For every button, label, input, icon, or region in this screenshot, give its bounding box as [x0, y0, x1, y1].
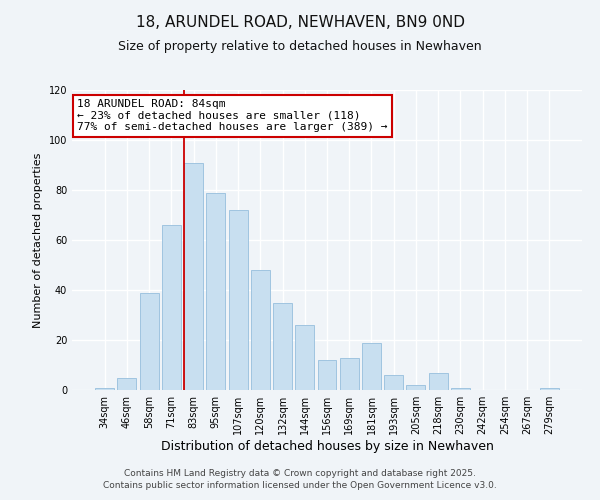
Text: Contains HM Land Registry data © Crown copyright and database right 2025.
Contai: Contains HM Land Registry data © Crown c…: [103, 468, 497, 490]
Bar: [251, 270, 270, 390]
Text: 18 ARUNDEL ROAD: 84sqm
← 23% of detached houses are smaller (118)
77% of semi-de: 18 ARUNDEL ROAD: 84sqm ← 23% of detached…: [77, 99, 388, 132]
Bar: [362, 342, 381, 390]
Bar: [429, 372, 448, 390]
X-axis label: Distribution of detached houses by size in Newhaven: Distribution of detached houses by size …: [161, 440, 493, 453]
Bar: [384, 375, 403, 390]
Bar: [140, 292, 158, 390]
Bar: [406, 385, 425, 390]
Text: Size of property relative to detached houses in Newhaven: Size of property relative to detached ho…: [118, 40, 482, 53]
Bar: [184, 162, 203, 390]
Y-axis label: Number of detached properties: Number of detached properties: [33, 152, 43, 328]
Bar: [206, 192, 225, 390]
Text: 18, ARUNDEL ROAD, NEWHAVEN, BN9 0ND: 18, ARUNDEL ROAD, NEWHAVEN, BN9 0ND: [136, 15, 464, 30]
Bar: [540, 388, 559, 390]
Bar: [451, 388, 470, 390]
Bar: [317, 360, 337, 390]
Bar: [295, 325, 314, 390]
Bar: [229, 210, 248, 390]
Bar: [118, 378, 136, 390]
Bar: [162, 225, 181, 390]
Bar: [95, 388, 114, 390]
Bar: [273, 302, 292, 390]
Bar: [340, 358, 359, 390]
